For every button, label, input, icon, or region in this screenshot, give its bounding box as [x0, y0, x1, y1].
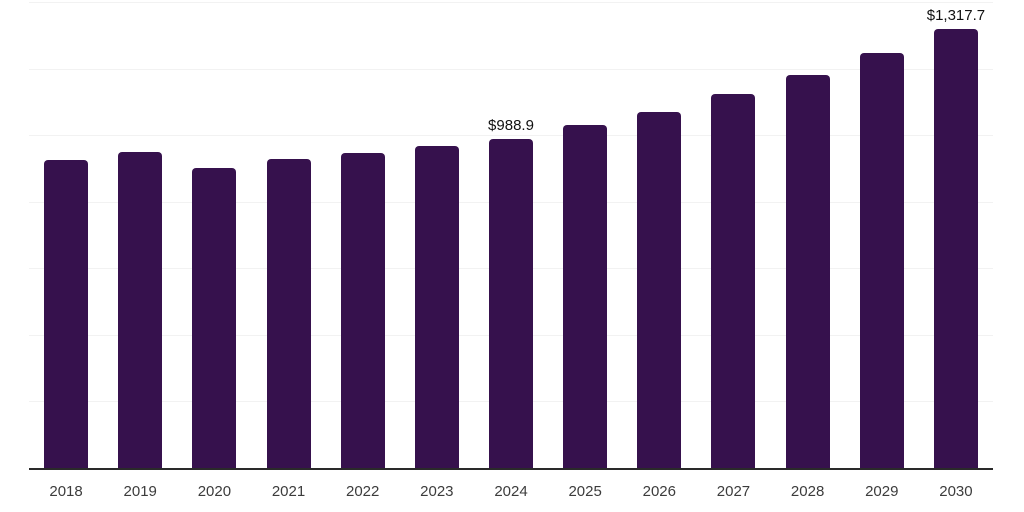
bar-2021: [266, 159, 311, 468]
x-tick-2023: 2023: [420, 483, 454, 500]
x-tick-2026: 2026: [642, 483, 676, 500]
bar-2023: [414, 146, 459, 468]
bar-2018: [44, 160, 89, 468]
bar-2028: [785, 75, 830, 468]
gridline-1200: [29, 68, 993, 70]
bar-2024: [489, 138, 533, 468]
gridline-1400: [29, 2, 993, 3]
bar-2027: [711, 93, 756, 468]
plot-area: $988.9 $1,317.7: [29, 2, 993, 470]
x-tick-2022: 2022: [346, 483, 380, 500]
data-label-2024: $988.9: [488, 116, 534, 134]
bar-2026: [637, 111, 682, 468]
x-tick-2028: 2028: [790, 483, 825, 500]
x-tick-2018: 2018: [49, 483, 83, 500]
gridline-1000: [29, 135, 993, 137]
x-tick-2024: 2024: [494, 483, 528, 500]
x-tick-2020: 2020: [197, 483, 232, 500]
x-axis: 2018 2019 2020 2021 2022 2023 2024 2025 2026 2027…: [29, 472, 993, 500]
x-tick-2029: 2029: [865, 483, 899, 500]
bar-2025: [563, 125, 608, 468]
bar-2022: [340, 152, 385, 468]
bar-2030: [933, 29, 978, 468]
x-tick-2027: 2027: [716, 483, 751, 500]
x-tick-2019: 2019: [123, 483, 157, 500]
bar-2019: [118, 152, 163, 468]
x-tick-2025: 2025: [568, 483, 602, 500]
x-tick-2030: 2030: [939, 483, 973, 500]
data-label-2030: $1,317.7: [926, 7, 986, 25]
bar-2029: [859, 53, 904, 468]
bar-2020: [192, 168, 237, 468]
x-tick-2021: 2021: [271, 483, 306, 500]
